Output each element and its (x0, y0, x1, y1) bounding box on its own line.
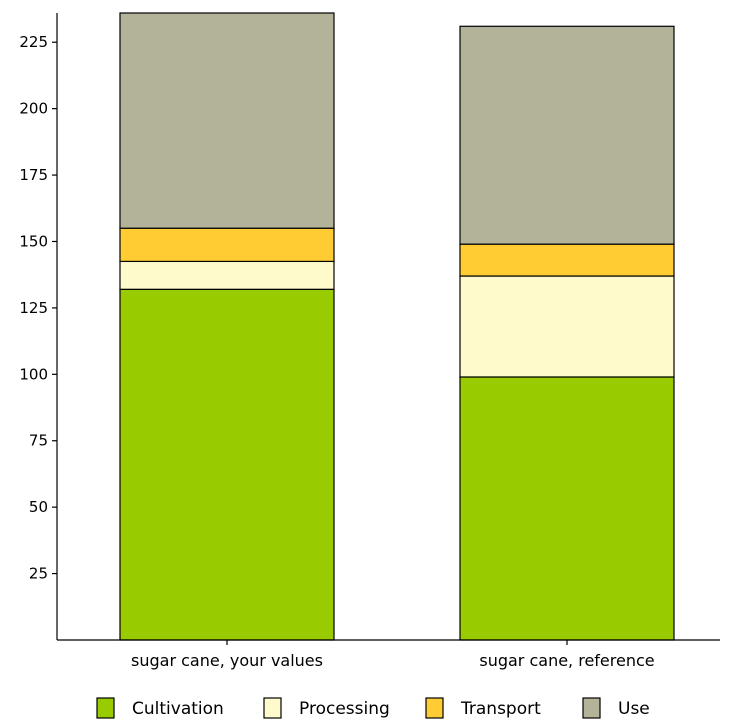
legend-swatch-transport (425, 697, 444, 719)
legend-label-processing: Processing (299, 699, 390, 719)
y-tick-label-100: 100 (19, 365, 48, 383)
legend-label-transport: Transport (460, 699, 541, 719)
legend-swatch-cultivation (96, 697, 115, 719)
y-tick-label-50: 50 (29, 498, 48, 516)
bar-segment-transport-2 (459, 243, 675, 277)
legend-label-cultivation: Cultivation (132, 699, 224, 719)
legend-swatch-processing (263, 697, 282, 719)
legend-swatch-use (582, 697, 601, 719)
x-tick-label-2: sugar cane, reference (479, 651, 654, 670)
y-tick-label-25: 25 (29, 565, 48, 583)
y-tick-label-225: 225 (19, 33, 48, 51)
x-tick-label-1: sugar cane, your values (131, 651, 323, 670)
bar-segment-use-2 (459, 25, 675, 245)
y-tick-label-150: 150 (19, 232, 48, 250)
bar-segment-cultivation-2 (459, 376, 675, 641)
legend-label-use: Use (618, 699, 650, 719)
bar-segment-use-1 (119, 12, 335, 229)
bar-segment-cultivation-1 (119, 288, 335, 641)
y-tick-label-175: 175 (19, 166, 48, 184)
bar-segment-transport-1 (119, 227, 335, 263)
bars-group (119, 12, 675, 641)
bar-segment-processing-2 (459, 275, 675, 378)
x-ticks-group: sugar cane, your values sugar cane, refer… (131, 640, 655, 670)
axes-group (56, 13, 720, 641)
bar-segment-processing-1 (119, 260, 335, 290)
y-tick-label-125: 125 (19, 299, 48, 317)
y-tick-label-200: 200 (19, 100, 48, 118)
y-tick-label-75: 75 (29, 432, 48, 450)
y-ticks-group: 25 50 75 100 125 150 175 200 225 (19, 33, 57, 583)
legend: Cultivation Processing Transport Use (96, 697, 650, 719)
